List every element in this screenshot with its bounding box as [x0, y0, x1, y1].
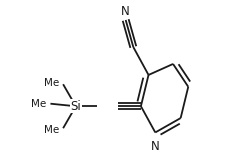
Text: Me: Me [44, 125, 60, 135]
Text: Me: Me [31, 99, 46, 109]
Text: Me: Me [44, 78, 60, 88]
Text: N: N [121, 5, 130, 18]
Text: N: N [151, 140, 160, 153]
Text: Si: Si [70, 100, 81, 113]
